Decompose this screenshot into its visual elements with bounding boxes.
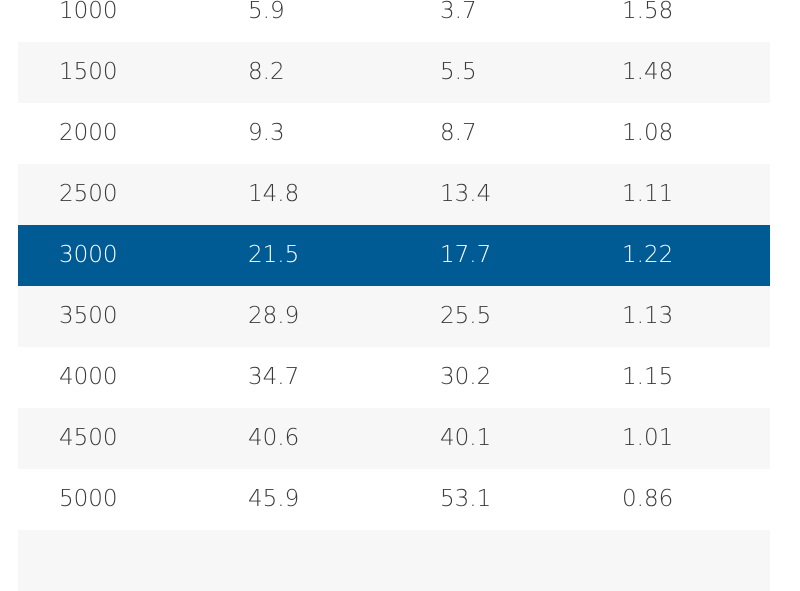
- table-cell: 1.48: [622, 59, 674, 85]
- table-row: 2500 14.8 13.4 1.11: [18, 164, 770, 225]
- table-cell: 53.1: [440, 486, 492, 512]
- table-cell: 21.5: [248, 242, 300, 268]
- table-cell: 3500: [59, 303, 118, 329]
- table-cell: 0.86: [622, 486, 674, 512]
- table-cell: 1.58: [622, 0, 674, 24]
- table-cell: 28.9: [248, 303, 300, 329]
- table-cell: 4000: [59, 364, 118, 390]
- table-row: 2000 9.3 8.7 1.08: [18, 103, 770, 164]
- table-cell: 17.7: [440, 242, 492, 268]
- table-cell: 25.5: [440, 303, 492, 329]
- table-cell: 40.1: [440, 425, 492, 451]
- table-row: 3000 21.5 17.7 1.22: [18, 225, 770, 286]
- table-cell: 1500: [59, 59, 118, 85]
- table-cell: 14.8: [248, 181, 300, 207]
- table-cell: 30.2: [440, 364, 492, 390]
- table-cell: 8.2: [248, 59, 285, 85]
- table-cell: 1.15: [622, 364, 674, 390]
- table-cell: 34.7: [248, 364, 300, 390]
- table-cell: 1.22: [622, 242, 674, 268]
- data-table: 1000 5.9 3.7 1.58 1500 8.2 5.5 1.48 2000 9.3 8.7 1.…: [18, 0, 770, 591]
- table-cell: 45.9: [248, 486, 300, 512]
- table-cell: 3.7: [440, 0, 477, 24]
- table-cell: 8.7: [440, 120, 477, 146]
- table-cell: 5.5: [440, 59, 477, 85]
- table-row: 1500 8.2 5.5 1.48: [18, 42, 770, 103]
- table-cell: 9.3: [248, 120, 285, 146]
- table-row: 5000 45.9 53.1 0.86: [18, 469, 770, 530]
- table-row: 1000 5.9 3.7 1.58: [18, 0, 770, 42]
- table-cell: 1.13: [622, 303, 674, 329]
- table-cell: 1000: [59, 0, 118, 24]
- table-cell: 40.6: [248, 425, 300, 451]
- table-cell: 5.9: [248, 0, 285, 24]
- table-cell: 2500: [59, 181, 118, 207]
- table-cell: 13.4: [440, 181, 492, 207]
- page: 1000 5.9 3.7 1.58 1500 8.2 5.5 1.48 2000 9.3 8.7 1.…: [18, 0, 770, 512]
- table-cell: 1.11: [622, 181, 674, 207]
- table-cell: 3000: [59, 242, 118, 268]
- table-cell: 4500: [59, 425, 118, 451]
- table-cell: 5000: [59, 486, 118, 512]
- table-cell: 1.08: [622, 120, 674, 146]
- table-row: 4000 34.7 30.2 1.15: [18, 347, 770, 408]
- table-cell: 2000: [59, 120, 118, 146]
- table-row: 4500 40.6 40.1 1.01: [18, 408, 770, 469]
- table-row: 3500 28.9 25.5 1.13: [18, 286, 770, 347]
- table-row-partial: [18, 530, 770, 591]
- table-cell: 1.01: [622, 425, 674, 451]
